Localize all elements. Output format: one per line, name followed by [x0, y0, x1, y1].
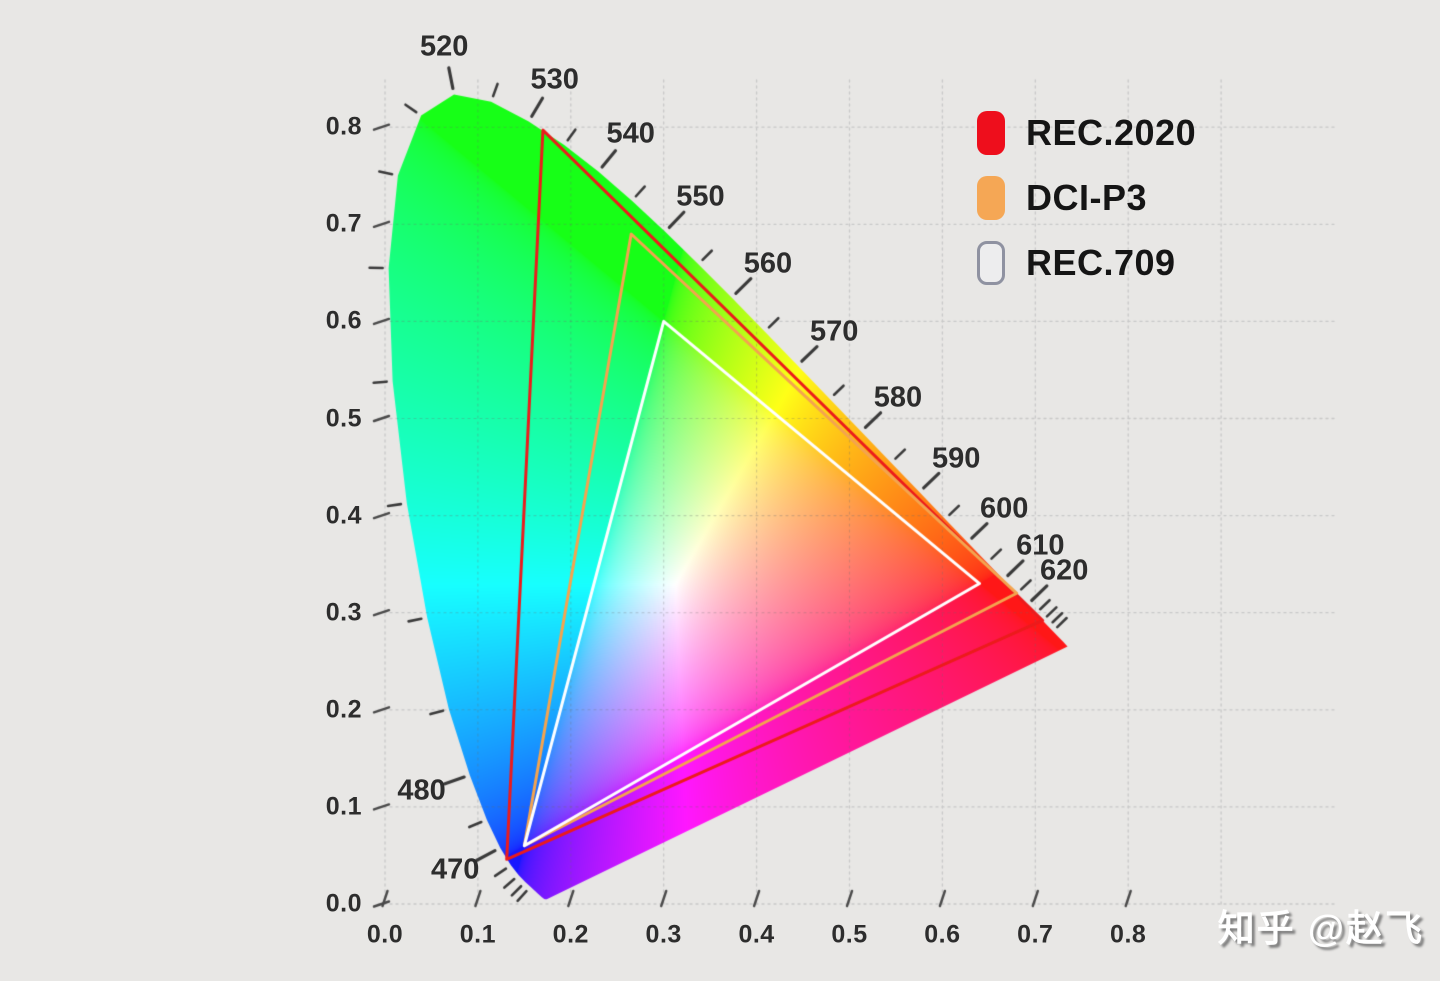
dcip3-swatch-icon [977, 176, 1005, 220]
rec2020-label: REC.2020 [1026, 112, 1197, 153]
watermark: 知乎 @赵飞 [1217, 908, 1424, 949]
rec709-swatch-icon [977, 241, 1005, 285]
legend-item-dcip3: DCI-P3 [977, 176, 1196, 220]
legend-item-rec709: REC.709 [977, 241, 1196, 285]
dcip3-label: DCI-P3 [1026, 177, 1148, 218]
legend: REC.2020 DCI-P3 REC.709 [977, 111, 1196, 306]
legend-item-rec2020: REC.2020 [977, 111, 1196, 155]
rec709-label: REC.709 [1026, 242, 1176, 283]
rec2020-swatch-icon [977, 111, 1005, 155]
